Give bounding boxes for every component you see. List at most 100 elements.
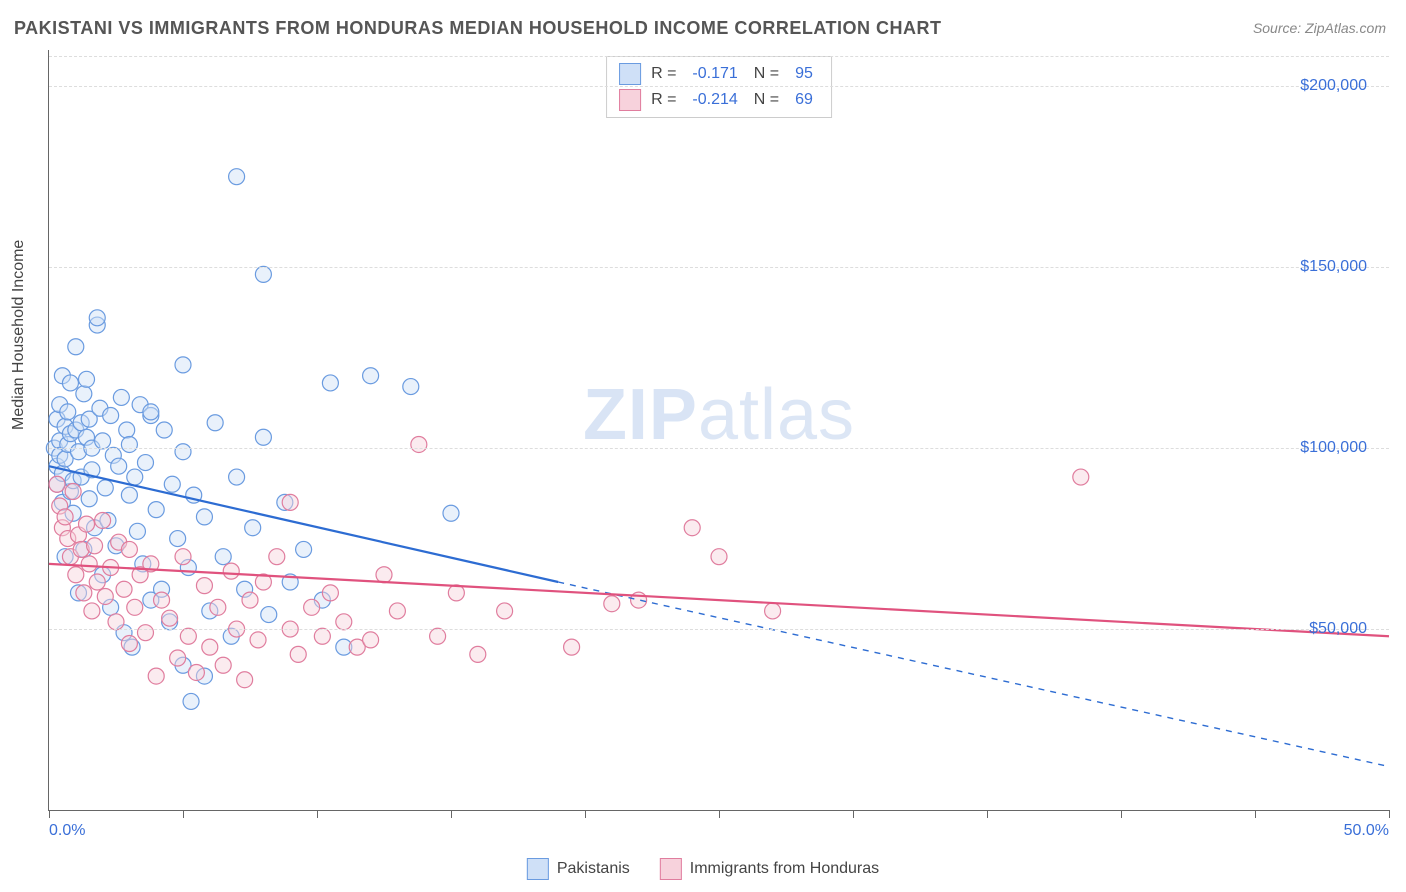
data-point-honduras [290, 646, 306, 662]
data-point-pakistanis [79, 371, 95, 387]
data-point-pakistanis [60, 404, 76, 420]
r-value-pakistanis: -0.171 [692, 65, 737, 83]
data-point-pakistanis [81, 491, 97, 507]
data-point-pakistanis [229, 469, 245, 485]
data-point-honduras [223, 563, 239, 579]
data-point-pakistanis [175, 444, 191, 460]
data-point-honduras [57, 509, 73, 525]
n-label: N = [754, 65, 779, 83]
data-point-pakistanis [296, 541, 312, 557]
x-tick [317, 810, 318, 818]
data-point-honduras [89, 574, 105, 590]
data-point-honduras [711, 549, 727, 565]
data-point-honduras [765, 603, 781, 619]
data-point-honduras [1073, 469, 1089, 485]
x-tick [1255, 810, 1256, 818]
gridline [49, 267, 1389, 268]
data-point-honduras [202, 639, 218, 655]
chart-title: PAKISTANI VS IMMIGRANTS FROM HONDURAS ME… [14, 18, 942, 39]
data-point-honduras [242, 592, 258, 608]
data-point-honduras [215, 657, 231, 673]
data-point-pakistanis [175, 357, 191, 373]
source-label: Source: ZipAtlas.com [1253, 20, 1386, 36]
data-point-honduras [497, 603, 513, 619]
r-value-honduras: -0.214 [692, 91, 737, 109]
data-point-pakistanis [215, 549, 231, 565]
data-point-honduras [250, 632, 266, 648]
data-point-honduras [180, 628, 196, 644]
swatch-pakistanis [619, 63, 641, 85]
x-tick [1389, 810, 1390, 818]
x-tick [183, 810, 184, 818]
data-point-pakistanis [156, 422, 172, 438]
gridline [49, 86, 1389, 87]
data-point-honduras [154, 592, 170, 608]
data-point-pakistanis [363, 368, 379, 384]
data-point-honduras [116, 581, 132, 597]
data-point-pakistanis [164, 476, 180, 492]
data-point-pakistanis [97, 480, 113, 496]
trend-line-extension-pakistanis [558, 582, 1389, 767]
data-point-honduras [363, 632, 379, 648]
data-point-pakistanis [443, 505, 459, 521]
chart-svg [49, 50, 1389, 810]
data-point-pakistanis [322, 375, 338, 391]
data-point-honduras [68, 567, 84, 583]
data-point-honduras [137, 625, 153, 641]
data-point-honduras [604, 596, 620, 612]
data-point-honduras [376, 567, 392, 583]
data-point-pakistanis [170, 531, 186, 547]
legend-item-honduras: Immigrants from Honduras [660, 858, 879, 880]
data-point-honduras [65, 484, 81, 500]
data-point-pakistanis [103, 408, 119, 424]
data-point-honduras [108, 614, 124, 630]
x-tick [585, 810, 586, 818]
data-point-pakistanis [403, 379, 419, 395]
data-point-pakistanis [111, 458, 127, 474]
data-point-honduras [170, 650, 186, 666]
data-point-honduras [196, 578, 212, 594]
gridline [49, 448, 1389, 449]
data-point-honduras [79, 516, 95, 532]
chart-container: PAKISTANI VS IMMIGRANTS FROM HONDURAS ME… [0, 0, 1406, 892]
x-tick [1121, 810, 1122, 818]
x-tick [451, 810, 452, 818]
x-tick [49, 810, 50, 818]
data-point-pakistanis [245, 520, 261, 536]
x-tick [719, 810, 720, 818]
data-point-honduras [684, 520, 700, 536]
gridline [49, 56, 1389, 57]
data-point-pakistanis [62, 375, 78, 391]
n-label: N = [754, 91, 779, 109]
data-point-honduras [49, 476, 65, 492]
swatch-honduras [660, 858, 682, 880]
data-point-honduras [564, 639, 580, 655]
data-point-honduras [121, 636, 137, 652]
data-point-pakistanis [261, 607, 277, 623]
data-point-honduras [389, 603, 405, 619]
gridline [49, 629, 1389, 630]
r-label: R = [651, 65, 676, 83]
data-point-honduras [269, 549, 285, 565]
data-point-pakistanis [121, 487, 137, 503]
data-point-pakistanis [196, 509, 212, 525]
data-point-honduras [188, 664, 204, 680]
stats-row-honduras: R = -0.214 N = 69 [619, 89, 819, 111]
data-point-honduras [148, 668, 164, 684]
r-label: R = [651, 91, 676, 109]
data-point-honduras [95, 512, 111, 528]
data-point-pakistanis [113, 389, 129, 405]
x-tick [853, 810, 854, 818]
data-point-honduras [127, 599, 143, 615]
data-point-honduras [76, 585, 92, 601]
swatch-pakistanis [527, 858, 549, 880]
data-point-honduras [304, 599, 320, 615]
legend-label-pakistanis: Pakistanis [557, 860, 630, 878]
x-min-label: 0.0% [49, 822, 85, 840]
y-tick-label: $100,000 [1300, 439, 1367, 457]
y-tick-label: $150,000 [1300, 258, 1367, 276]
legend-label-honduras: Immigrants from Honduras [690, 860, 879, 878]
series-legend: Pakistanis Immigrants from Honduras [527, 858, 879, 880]
data-point-pakistanis [143, 404, 159, 420]
data-point-honduras [84, 603, 100, 619]
